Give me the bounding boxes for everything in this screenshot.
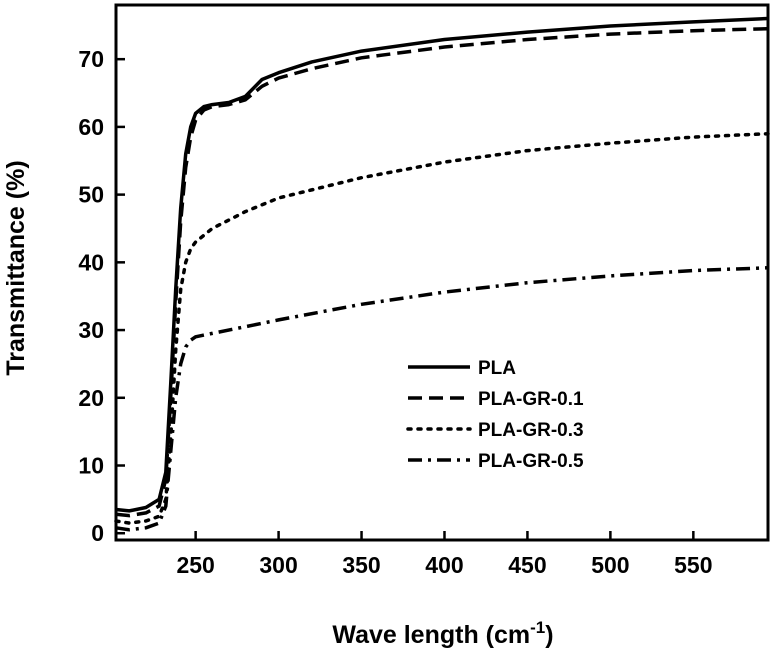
x-tick-label: 350 — [342, 552, 380, 578]
y-tick-label: 60 — [78, 114, 104, 140]
series-line-pla — [115, 16, 769, 513]
x-tick-label: 450 — [508, 552, 546, 578]
x-axis-title-close: ) — [545, 621, 553, 649]
y-tick-label: 10 — [78, 453, 104, 479]
y-tick-label: 20 — [78, 385, 104, 411]
series-line-pla-gr-0-3 — [114, 131, 770, 525]
x-tick-label: 300 — [259, 552, 297, 578]
x-tick-label: 550 — [674, 552, 712, 578]
y-tick-label: 30 — [78, 317, 104, 343]
series-line-pla-gr-0-5 — [115, 266, 769, 532]
series-lines — [114, 16, 770, 532]
y-tick-label: 50 — [78, 182, 104, 208]
legend-label: PLA-GR-0.5 — [478, 451, 584, 472]
legend-label: PLA-GR-0.3 — [478, 420, 584, 441]
legend: PLA PLA-GR-0.1 PLA-GR-0.3 PLA-GR-0.5 — [406, 358, 584, 472]
y-tick-label: 70 — [78, 46, 104, 72]
legend-label: PLA — [478, 358, 516, 379]
legend-label: PLA-GR-0.1 — [478, 389, 584, 410]
axis-ticks: 250 300 350 400 450 500 550 0 10 20 30 40 50 60 70 — [78, 46, 712, 578]
series-line-pla-gr-0-1 — [115, 26, 769, 518]
x-axis-title-main: Wave length (cm — [332, 621, 530, 649]
y-tick-label: 0 — [91, 520, 104, 546]
y-axis-title: Transmittance (%) — [2, 160, 30, 375]
x-tick-label: 250 — [176, 552, 214, 578]
x-tick-label: 500 — [591, 552, 629, 578]
y-tick-label: 40 — [78, 249, 104, 275]
x-tick-label: 400 — [425, 552, 463, 578]
x-axis-title-superscript: -1 — [530, 618, 545, 637]
plot-frame — [114, 3, 770, 542]
x-axis-title: Wave length (cm-1) — [332, 618, 553, 649]
